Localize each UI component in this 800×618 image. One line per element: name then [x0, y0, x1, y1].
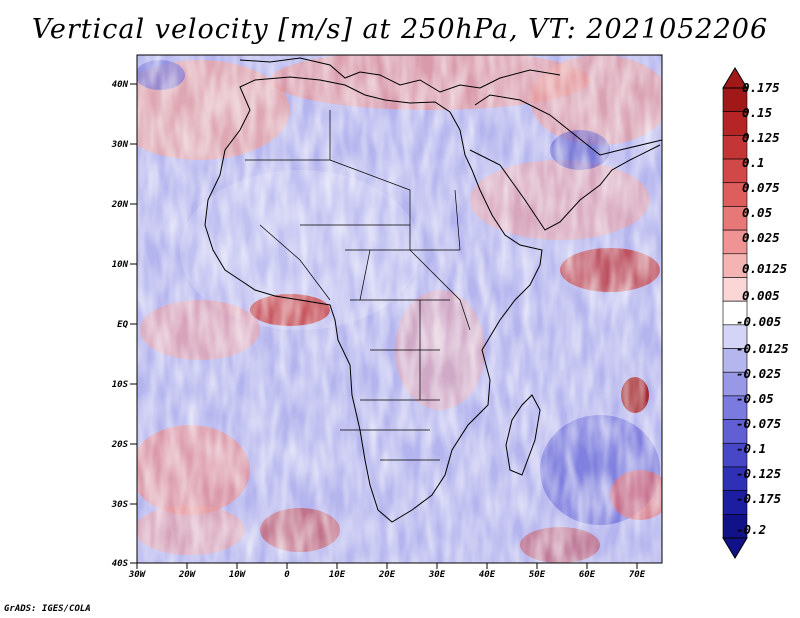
- lon-axis: 30W 20W 10W 0 10E 20E 30E 40E 50E 60E 70…: [128, 563, 646, 580]
- lon-label: 30E: [428, 570, 446, 580]
- colorbar-label: 0.175: [742, 80, 780, 95]
- lat-label: 20S: [111, 440, 129, 450]
- lat-label: 30N: [111, 140, 129, 150]
- colorbar-bottom-arrow: [722, 537, 748, 559]
- coastlines: [204, 57, 662, 523]
- lon-label: 70E: [629, 570, 646, 580]
- europe-coastline: [239, 57, 561, 93]
- madagascar-coastline: [505, 394, 541, 476]
- lat-label: 10S: [112, 380, 129, 390]
- map-frame: [136, 54, 663, 564]
- colorbar-label: -0.0125: [736, 341, 789, 356]
- lon-label: 40E: [479, 570, 496, 580]
- colorbar-label: -0.05: [736, 391, 774, 406]
- colorbar-label: 0.0125: [742, 261, 788, 276]
- colorbar-label: 0.15: [742, 105, 773, 120]
- africa-coastline: [204, 76, 543, 523]
- colorbar-label: -0.125: [736, 466, 782, 481]
- lon-label: 60E: [579, 570, 596, 580]
- lon-label: 0: [284, 570, 290, 580]
- lat-label: 10N: [112, 260, 129, 270]
- colorbar-label: 0.075: [742, 180, 780, 195]
- lon-label: 10W: [229, 570, 247, 580]
- colorbar-label: 0.05: [742, 205, 773, 220]
- lon-label: 30W: [128, 570, 147, 580]
- grads-credit: GrADS: IGES/COLA: [4, 604, 91, 614]
- colorbar-label: 0.1: [742, 155, 765, 170]
- colorbar-label: -0.025: [736, 366, 782, 381]
- arabia-coastline: [469, 144, 661, 231]
- colorbar-top-arrow: [722, 67, 748, 89]
- lat-label: 30S: [111, 500, 129, 510]
- colorbar-label: 0.025: [742, 230, 780, 245]
- colorbar-label: 0.005: [742, 288, 780, 303]
- lat-label: 20N: [111, 200, 129, 210]
- colorbar: 0.175 0.15 0.125 0.1 0.075 0.05 0.025 0.…: [722, 67, 789, 559]
- colorbar-label: -0.075: [736, 416, 782, 431]
- colorbar-label: -0.1: [736, 441, 766, 456]
- chart-title: Vertical velocity [m/s] at 250hPa, VT: 2…: [31, 14, 769, 45]
- lat-axis: 40N 30N 20N 10N EQ 10S 20S 30S 40S: [111, 80, 137, 569]
- lon-label: 50E: [529, 570, 546, 580]
- lat-label: 40N: [112, 80, 129, 90]
- colorbar-label: -0.2: [736, 522, 766, 537]
- colorbar-label: -0.175: [736, 491, 782, 506]
- colorbar-label: 0.125: [742, 130, 780, 145]
- lat-label: 40S: [112, 559, 129, 569]
- colorbar-label: -0.005: [736, 314, 782, 329]
- lon-label: 20W: [178, 570, 197, 580]
- lon-label: 20E: [378, 570, 396, 580]
- lat-label: EQ: [117, 320, 128, 330]
- vertical-velocity-field: [137, 55, 662, 563]
- lon-label: 10E: [329, 570, 346, 580]
